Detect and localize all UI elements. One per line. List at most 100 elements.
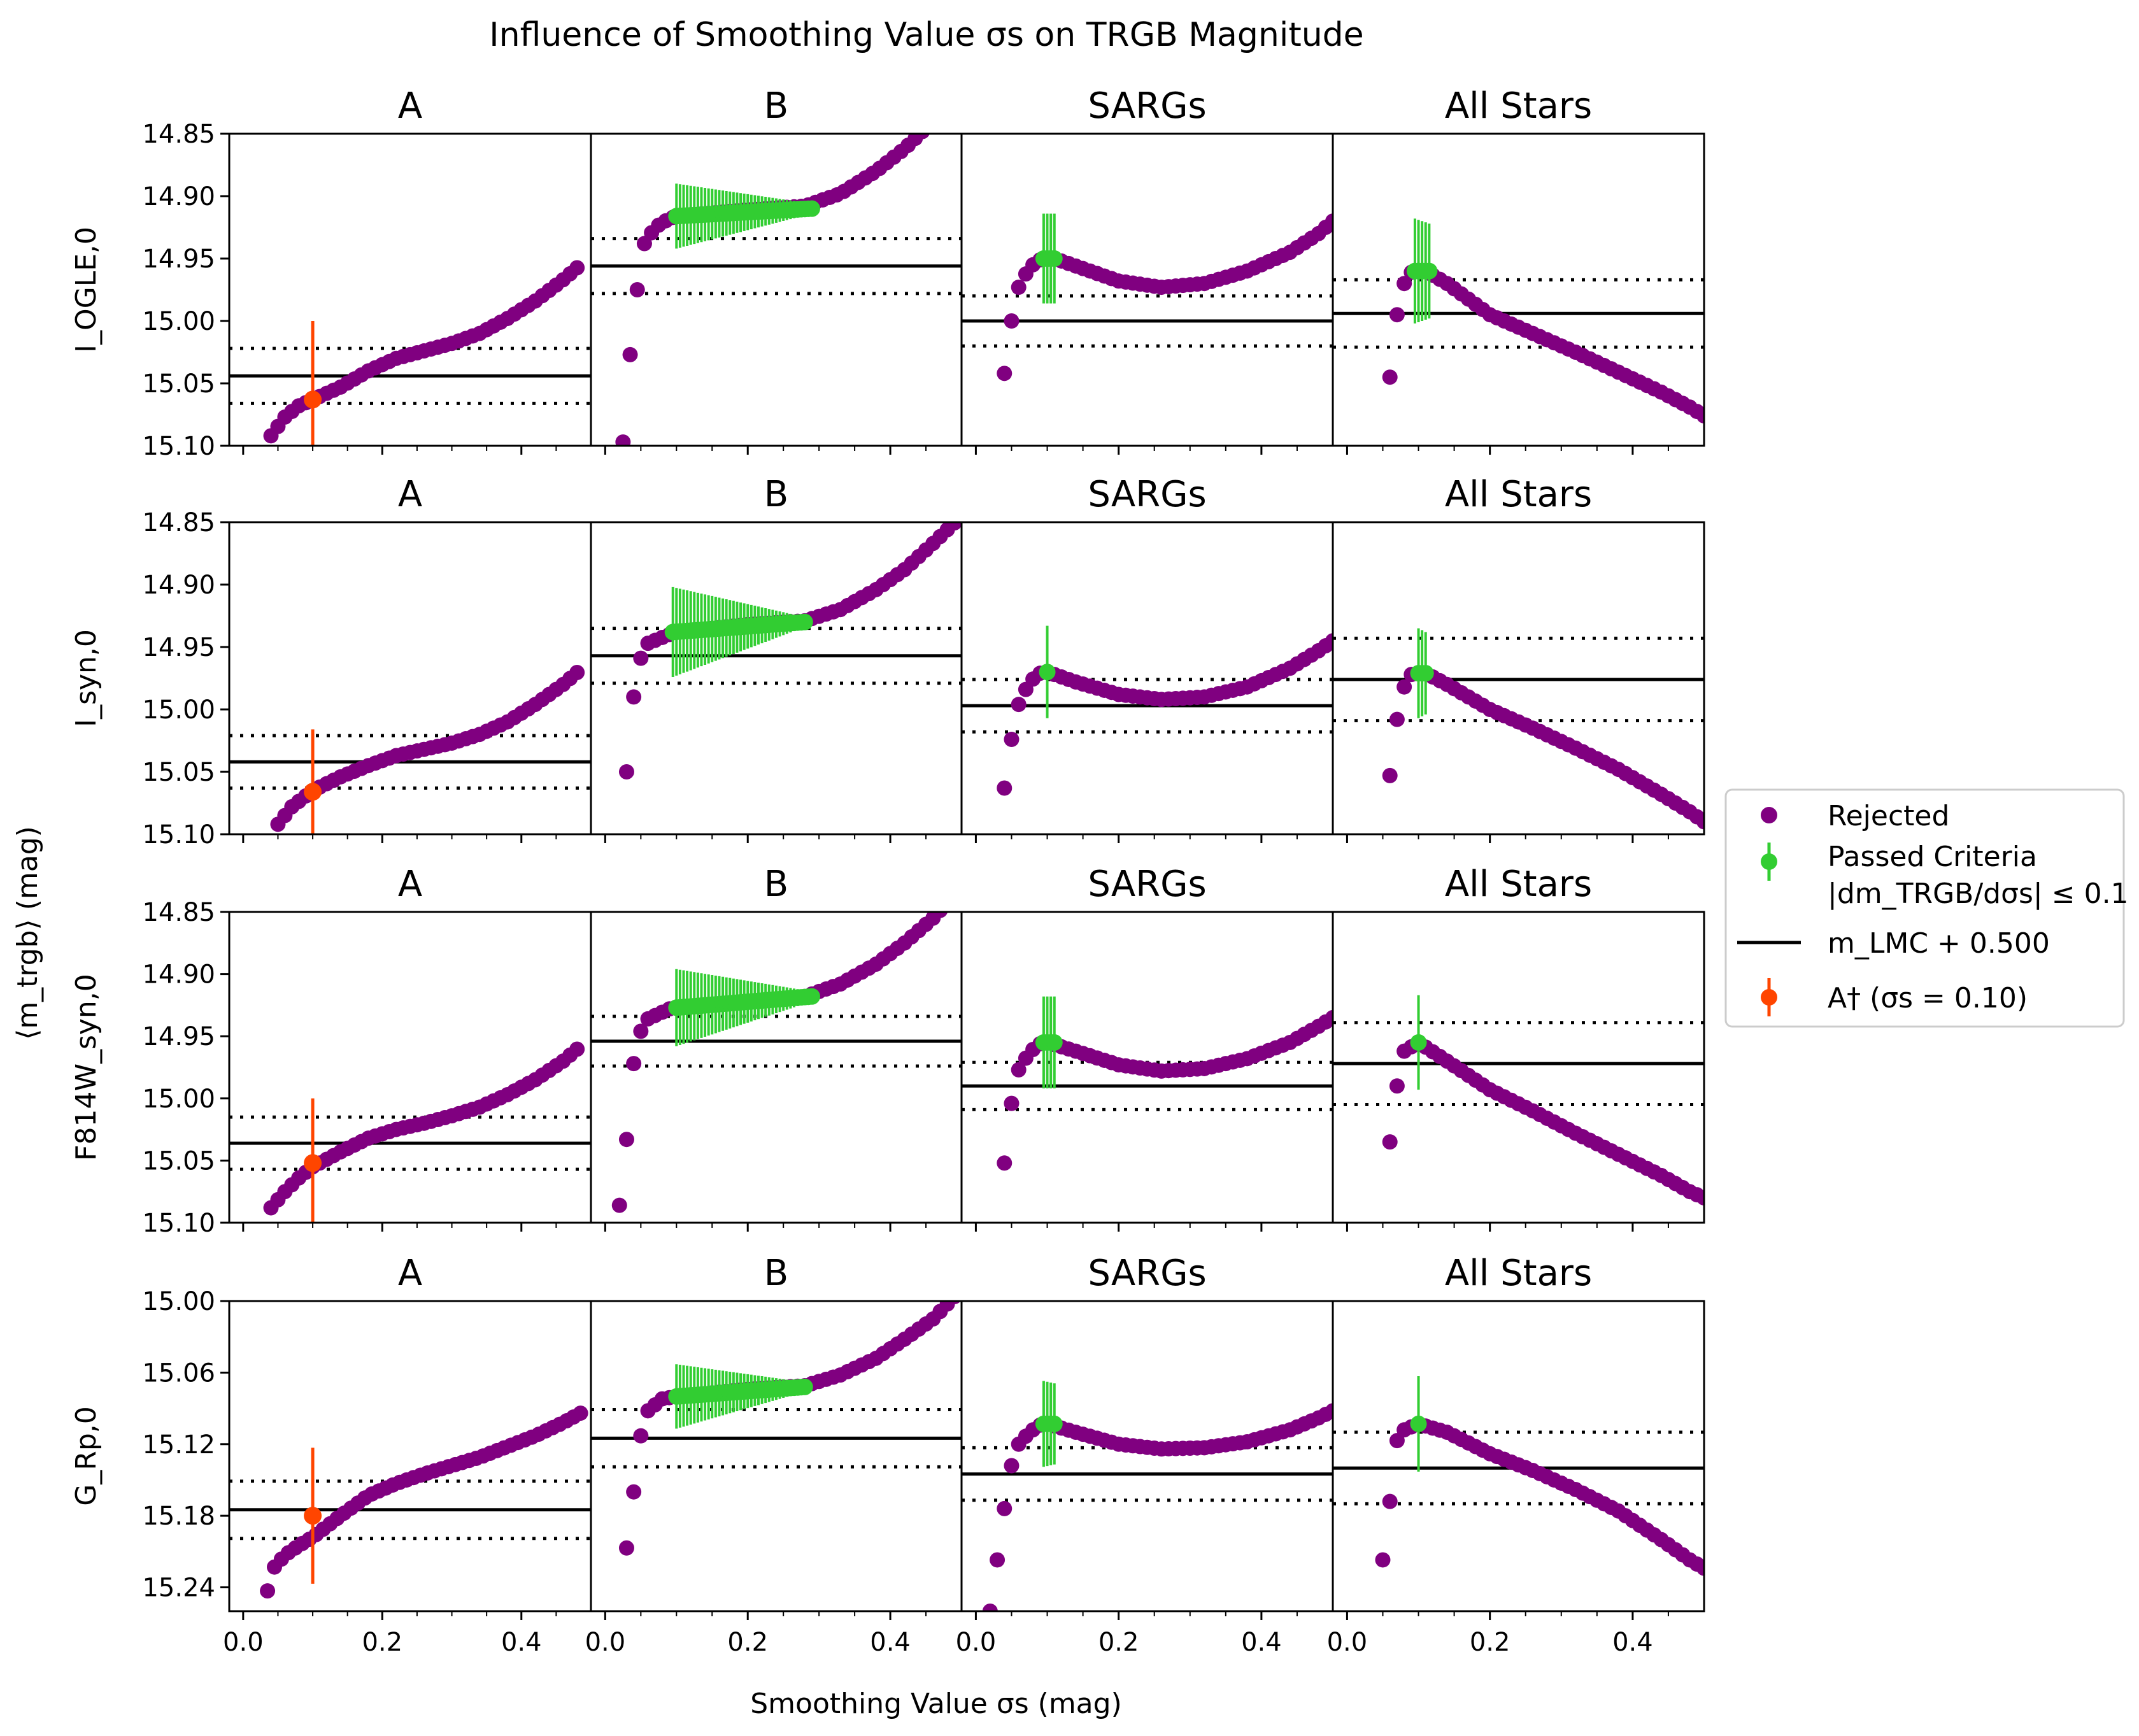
y-tick-label: 14.85 bbox=[142, 120, 215, 149]
rejected-point bbox=[260, 1583, 276, 1599]
rejected-point bbox=[1004, 1095, 1020, 1111]
x-tick-label: 0.4 bbox=[870, 1628, 911, 1657]
rejected-point bbox=[997, 780, 1013, 796]
panel-0-3-plot bbox=[1333, 218, 1704, 423]
panel-2-3-plot bbox=[1333, 995, 1704, 1206]
passed-point bbox=[1046, 1415, 1063, 1432]
rejected-point bbox=[1382, 767, 1398, 783]
x-tick-label: 0.0 bbox=[1327, 1628, 1368, 1657]
y-tick-label: 14.90 bbox=[142, 571, 215, 600]
y-tick-label: 14.90 bbox=[142, 960, 215, 990]
rejected-point bbox=[615, 434, 631, 446]
rejected-point bbox=[618, 1540, 634, 1556]
rejected-point bbox=[626, 689, 642, 705]
rejected-point bbox=[1389, 711, 1405, 727]
legend-mlmc-label: m_LMC + 0.500 bbox=[1828, 927, 2050, 960]
panel-grid: A 14.85 14.90 14.95 15.00 15.05 15.10 I_OGLE,0 B… bbox=[70, 85, 1705, 1657]
panel-3-2-plot bbox=[962, 1381, 1333, 1611]
y-tick-label: 15.18 bbox=[142, 1502, 215, 1531]
panel-frame bbox=[590, 1300, 963, 1612]
rejected-point bbox=[946, 522, 962, 530]
panel-frame bbox=[590, 132, 963, 447]
y-tick-label: 15.05 bbox=[142, 1146, 215, 1176]
adagger-point bbox=[304, 783, 322, 801]
passed-point bbox=[1421, 262, 1438, 280]
rejected-point bbox=[618, 764, 634, 779]
rejected-point bbox=[947, 887, 962, 902]
panel-frame bbox=[960, 1300, 1334, 1612]
rejected-point bbox=[1011, 280, 1027, 295]
rejected-point bbox=[1382, 369, 1398, 385]
passed-point bbox=[796, 613, 813, 630]
rejected-point bbox=[1004, 313, 1020, 329]
panel-frame bbox=[228, 132, 592, 447]
panel-3-1-plot bbox=[591, 1301, 962, 1556]
rejected-point bbox=[997, 1155, 1013, 1171]
rejected-point bbox=[936, 102, 951, 117]
passed-point bbox=[1039, 664, 1056, 681]
y-tick-label: 15.10 bbox=[142, 432, 215, 461]
rejected-point bbox=[633, 1023, 649, 1039]
x-tick-label: 0.4 bbox=[1241, 1628, 1282, 1657]
panel-title: B bbox=[764, 1253, 788, 1294]
y-tick-label: 15.10 bbox=[142, 1209, 215, 1238]
row-y-label: I_OGLE,0 bbox=[70, 227, 103, 353]
panel-3-0-plot bbox=[229, 1405, 591, 1599]
panel-1-2-plot bbox=[962, 625, 1333, 796]
rejected-point bbox=[1396, 276, 1412, 292]
panel-title: A bbox=[398, 474, 422, 515]
panel-2-0-plot bbox=[229, 1041, 591, 1223]
rejected-point bbox=[939, 1301, 955, 1312]
panel-3-3-plot bbox=[1333, 1376, 1704, 1576]
y-axis-title: ⟨m_trgb⟩ (mag) bbox=[11, 826, 44, 1040]
y-tick-label: 15.00 bbox=[142, 1287, 215, 1316]
rejected-point bbox=[1382, 1134, 1398, 1150]
rejected-point bbox=[940, 895, 955, 910]
rejected-point bbox=[1325, 1403, 1333, 1419]
x-tick-label: 0.2 bbox=[1098, 1628, 1139, 1657]
rejected-point bbox=[569, 664, 585, 680]
rejected-point bbox=[626, 1056, 642, 1072]
y-tick-label: 14.95 bbox=[142, 245, 215, 274]
y-tick-label: 14.85 bbox=[142, 508, 215, 537]
panel-title: SARGs bbox=[1088, 864, 1206, 905]
passed-point bbox=[796, 1378, 813, 1395]
y-tick-label: 15.00 bbox=[142, 307, 215, 336]
rejected-point bbox=[1004, 1458, 1020, 1474]
rejected-point bbox=[997, 366, 1013, 381]
panel-title: B bbox=[764, 864, 788, 905]
rejected-point bbox=[636, 236, 652, 252]
rejected-point bbox=[629, 282, 645, 297]
y-tick-label: 15.00 bbox=[142, 1085, 215, 1114]
legend-rejected-label: Rejected bbox=[1828, 800, 1949, 832]
y-tick-label: 15.12 bbox=[142, 1430, 215, 1460]
panel-0-0-plot bbox=[229, 260, 591, 446]
rejected-point bbox=[914, 134, 930, 139]
panel-title: A bbox=[398, 1253, 422, 1294]
adagger-point bbox=[304, 1154, 322, 1172]
y-tick-label: 15.05 bbox=[142, 369, 215, 399]
rejected-point bbox=[1011, 1062, 1027, 1078]
panel-2-1-plot bbox=[591, 879, 969, 1213]
y-tick-label: 14.95 bbox=[142, 633, 215, 662]
rejected-point bbox=[633, 650, 649, 666]
x-tick-label: 0.2 bbox=[727, 1628, 768, 1657]
rejected-point bbox=[611, 1197, 627, 1213]
panel-title: All Stars bbox=[1445, 474, 1592, 515]
rejected-point bbox=[954, 879, 969, 895]
row-y-label: I_syn,0 bbox=[70, 629, 103, 727]
panel-frame bbox=[1332, 132, 1705, 447]
figure-title: Influence of Smoothing Value σs on TRGB … bbox=[489, 16, 1363, 54]
rejected-point bbox=[1389, 1078, 1405, 1094]
passed-point bbox=[1417, 665, 1434, 682]
passed-point bbox=[1046, 1034, 1063, 1051]
y-tick-label: 14.85 bbox=[142, 898, 215, 927]
panel-frame bbox=[1332, 521, 1705, 836]
y-tick-label: 15.24 bbox=[142, 1574, 215, 1603]
legend-adagger-marker bbox=[1761, 989, 1777, 1006]
rejected-point bbox=[622, 346, 638, 362]
rejected-point bbox=[943, 94, 958, 110]
rejected-point bbox=[997, 1500, 1013, 1516]
rejected-point bbox=[1004, 732, 1020, 748]
